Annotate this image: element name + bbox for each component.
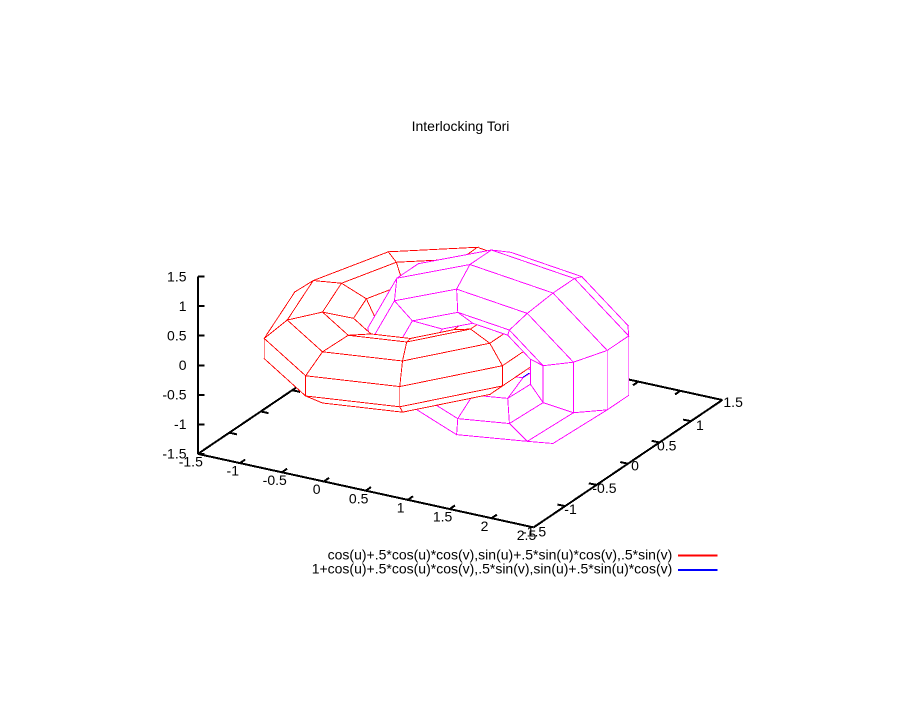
svg-text:-1: -1 xyxy=(174,416,187,432)
svg-text:-1: -1 xyxy=(564,501,577,517)
svg-text:0.5: 0.5 xyxy=(167,327,187,343)
svg-text:0.5: 0.5 xyxy=(657,437,677,453)
svg-text:1: 1 xyxy=(179,298,187,314)
svg-text:-0.5: -0.5 xyxy=(162,387,186,403)
svg-text:1.5: 1.5 xyxy=(723,394,743,410)
svg-text:1.5: 1.5 xyxy=(167,268,187,284)
svg-text:2: 2 xyxy=(481,518,489,534)
svg-text:0.5: 0.5 xyxy=(349,490,369,506)
svg-text:0: 0 xyxy=(179,357,187,373)
svg-text:-1.5: -1.5 xyxy=(162,446,186,462)
svg-text:1.5: 1.5 xyxy=(433,509,453,525)
svg-text:2.5: 2.5 xyxy=(517,527,537,543)
svg-text:-1: -1 xyxy=(227,463,240,479)
svg-text:-0.5: -0.5 xyxy=(263,472,287,488)
svg-text:0: 0 xyxy=(313,481,321,497)
svg-text:-1.5: -1.5 xyxy=(179,454,203,470)
svg-text:-1.5: -1.5 xyxy=(522,524,546,540)
svg-text:0: 0 xyxy=(631,457,639,473)
svg-text:cos(u)+.5*cos(u)*cos(v),sin(u): cos(u)+.5*cos(u)*cos(v),sin(u)+.5*sin(u)… xyxy=(328,546,673,562)
svg-text:-0.5: -0.5 xyxy=(592,480,616,496)
svg-text:1: 1 xyxy=(696,417,704,433)
svg-text:Interlocking Tori: Interlocking Tori xyxy=(412,118,510,134)
svg-text:1+cos(u)+.5*cos(u)*cos(v),.5*s: 1+cos(u)+.5*cos(u)*cos(v),.5*sin(v),sin(… xyxy=(312,560,673,576)
svg-text:1: 1 xyxy=(397,499,405,515)
